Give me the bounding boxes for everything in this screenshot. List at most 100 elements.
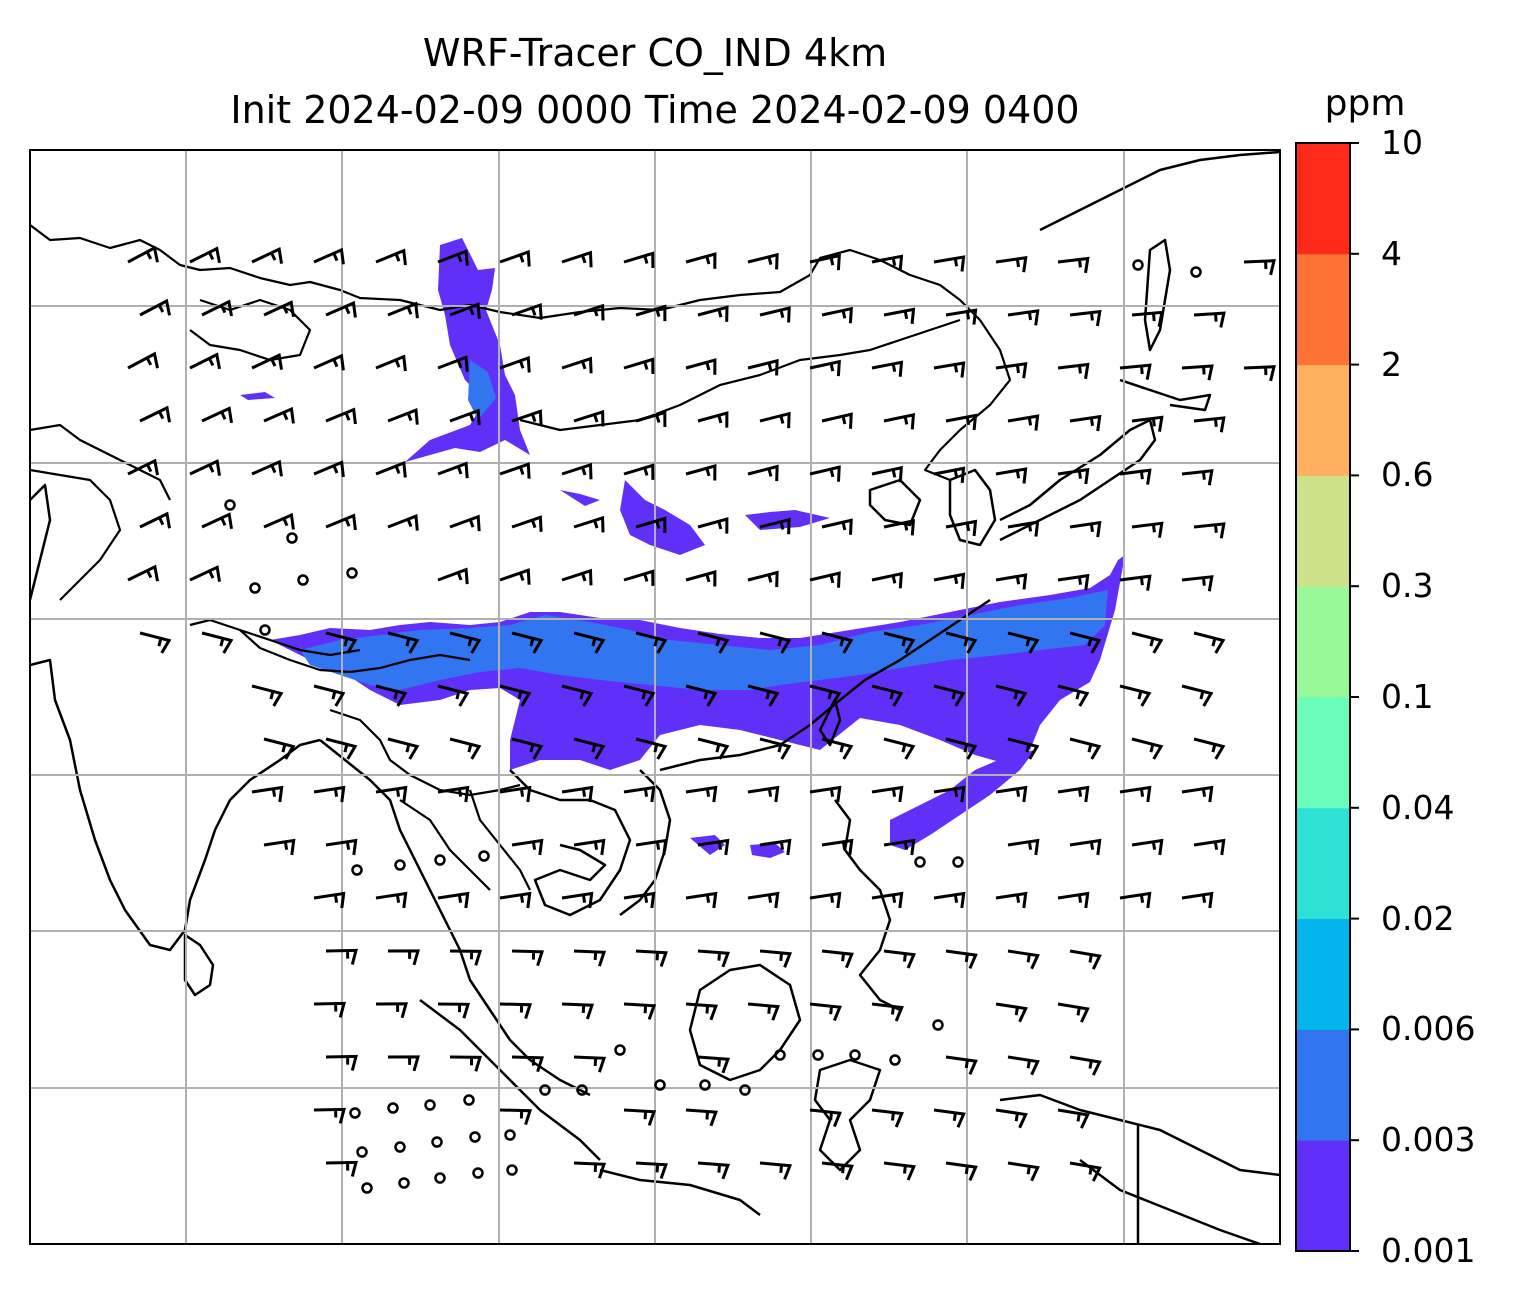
wind-barb (759, 949, 793, 968)
wind-barb (573, 1055, 607, 1073)
calm-wind-marker (224, 499, 236, 511)
wind-barb (449, 631, 482, 654)
wind-barb (747, 684, 780, 707)
calm-wind-marker (356, 1146, 368, 1158)
wind-barb (1057, 1002, 1090, 1023)
wind-barb (313, 891, 346, 909)
wind-barb (375, 354, 407, 372)
wind-barb (561, 891, 594, 909)
calm-wind-marker (346, 567, 358, 579)
wind-barb (1007, 949, 1040, 970)
wind-barb (1057, 256, 1090, 274)
wind-barb (1057, 467, 1090, 485)
calm-wind-marker (463, 1094, 475, 1106)
wind-barb (685, 891, 718, 909)
calm-wind-marker (349, 1107, 361, 1119)
wind-barb (1069, 631, 1102, 654)
colorbar-tick-label: 0.02 (1381, 898, 1455, 938)
colorbar-tick-label: 2 (1381, 344, 1402, 384)
wind-barb (325, 838, 358, 856)
wind-barb (933, 1108, 966, 1128)
coastline-newguinea-south (1079, 1159, 1261, 1244)
wind-barb (1069, 520, 1102, 538)
wind-barb (933, 891, 966, 909)
wind-barb (511, 737, 544, 760)
wind-barb (685, 684, 718, 707)
wind-barb (747, 252, 779, 270)
wind-barb (449, 408, 481, 426)
wind-barb (635, 516, 667, 534)
wind-barb (697, 737, 730, 760)
wind-barb (1007, 838, 1040, 856)
wind-barb (1007, 520, 1040, 537)
wind-barb (809, 684, 842, 707)
wind-barb (561, 785, 594, 803)
colorbar-frame (1295, 142, 1351, 1252)
wind-barb (1181, 469, 1214, 486)
colorbar-swatch (1296, 697, 1350, 809)
wind-barb (1119, 468, 1152, 485)
wind-barb (1181, 364, 1214, 381)
wind-barb (1193, 838, 1226, 856)
wind-barb (635, 631, 668, 654)
wind-barb (747, 464, 779, 482)
wind-barb (561, 356, 593, 374)
wind-barb (511, 1055, 545, 1073)
colorbar-tick-label: 0.003 (1381, 1120, 1476, 1160)
wind-barb (1193, 737, 1226, 760)
coastline-sulawesi (813, 1058, 882, 1172)
colorbar-tick-label: 0.1 (1381, 677, 1434, 716)
coastline-japan-north (1119, 378, 1212, 412)
wind-barb (1007, 414, 1040, 431)
wind-barb (251, 785, 284, 803)
wind-barb (623, 463, 655, 480)
wind-barb (697, 411, 729, 428)
wind-barb (759, 1161, 793, 1180)
colorbar-swatch (1296, 475, 1350, 587)
colorbar-swatch (1296, 1140, 1350, 1252)
wind-barb (263, 838, 296, 856)
wind-barb (759, 517, 791, 535)
wind-barb (325, 948, 358, 965)
wind-barb (697, 517, 729, 534)
wind-barb (1069, 1161, 1102, 1182)
wind-barb (623, 357, 655, 375)
wind-barb (945, 519, 978, 537)
wind-barb (1057, 684, 1090, 707)
wind-barb (313, 1001, 346, 1018)
wind-barb (1069, 1055, 1102, 1076)
coastline-burma-thai (319, 739, 591, 1097)
colorbar-swatch (1296, 807, 1350, 920)
wind-barb (623, 684, 656, 707)
wind-barb (685, 252, 717, 269)
colorbar-tick-label: 0.001 (1381, 1231, 1476, 1270)
wind-barb (1181, 575, 1214, 592)
wind-barb (945, 1161, 978, 1181)
calm-wind-marker (914, 856, 926, 868)
wind-barb (127, 351, 159, 370)
colorbar (1296, 142, 1359, 1252)
wind-barb (511, 303, 543, 320)
wind-barb (871, 684, 904, 707)
wind-barb (499, 462, 531, 479)
plume-north-inner (468, 360, 496, 420)
wind-barb (127, 245, 159, 264)
calm-wind-marker (398, 1177, 410, 1189)
wind-barb (139, 405, 171, 423)
wind-barb (573, 1161, 607, 1179)
wind-barb (375, 460, 407, 478)
plume-main-inner (300, 590, 1108, 690)
wind-barb (1057, 573, 1090, 591)
wind-barb (139, 511, 171, 529)
wind-barb (759, 737, 792, 760)
wind-barb (1131, 415, 1164, 432)
calm-wind-marker (394, 1141, 406, 1153)
calm-wind-marker (469, 1131, 481, 1143)
wind-barb (375, 248, 407, 266)
wind-barb (623, 569, 655, 586)
wind-barb (313, 353, 345, 371)
wind-barb (127, 458, 159, 476)
wind-barb (189, 352, 221, 370)
wind-barb (697, 1055, 730, 1074)
